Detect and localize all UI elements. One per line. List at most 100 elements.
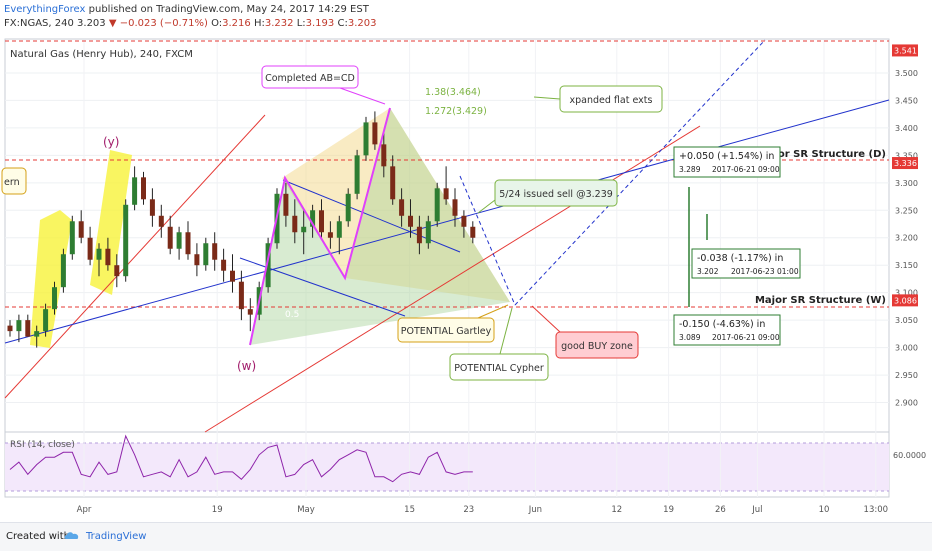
measure-1-date: 2017-06-21 09:00 (712, 165, 780, 174)
callout-completed-abcd-text: Completed AB=CD (265, 73, 355, 84)
candle-body (78, 221, 84, 238)
price-tag-text: 3.336 (894, 159, 917, 168)
high-value: 3.232 (264, 18, 294, 29)
wave-w-label: (w) (237, 359, 256, 373)
time-tick-label: Apr (77, 505, 92, 515)
candle-body (105, 248, 111, 266)
candle-body (34, 331, 40, 337)
callout-potential-cypher[interactable]: POTENTIAL Cypher (449, 307, 549, 381)
chart-title: Natural Gas (Henry Hub), 240, FXCM (10, 49, 193, 60)
candle-body (425, 221, 431, 244)
candle-body (87, 237, 93, 260)
candle-body (408, 215, 413, 227)
price-tick-label: 3.450 (895, 96, 918, 105)
callout-expanded-flat[interactable]: xpanded flat exts (533, 85, 663, 113)
measure-2-price: 3.202 (697, 267, 719, 276)
candle-body (443, 188, 449, 200)
price-tag-text: 3.086 (894, 296, 917, 305)
wave-highlight-1 (30, 210, 72, 348)
callout-potential-gartley-text: POTENTIAL Gartley (401, 326, 492, 337)
measure-3-date: 2017-06-21 09:00 (712, 333, 780, 342)
candle-body (399, 199, 405, 216)
price-labels: 3.541 3.336 3.086 (892, 44, 918, 307)
price-tick-label: 3.250 (895, 206, 918, 215)
candle-body (149, 199, 155, 216)
candle-body (141, 177, 146, 200)
measure-box-3[interactable]: -0.150 (-4.63%) in 3.089 2017-06-21 09:0… (673, 314, 781, 346)
price-change: ▼ −0.023 (−0.71%) (108, 18, 208, 29)
time-tick-label: 19 (663, 505, 674, 515)
time-tick-label: 12 (611, 505, 622, 515)
candle-body (16, 320, 22, 332)
candle-body (247, 309, 253, 315)
candle-body (185, 232, 191, 255)
abcd-pattern (249, 107, 391, 346)
price-tick-label: 3.350 (895, 151, 918, 160)
rsi-label: RSI (14, close) (10, 440, 75, 450)
tradingview-brand-link[interactable]: TradingView (86, 531, 147, 542)
callout-good-buy-zone[interactable]: good BUY zone (531, 305, 639, 359)
time-tick-label: May (297, 505, 315, 515)
candle-body (203, 243, 209, 266)
price-tag-text: 3.541 (894, 46, 917, 55)
candle-body (381, 144, 387, 167)
callout-completed-abcd[interactable]: Completed AB=CD (261, 65, 386, 105)
price-tick-label: 3.300 (895, 179, 918, 188)
measure-box-2[interactable]: -0.038 (-1.17%) in 3.202 2017-06-23 01:0… (691, 248, 801, 279)
time-tick-label: 19 (212, 505, 223, 515)
symbol-info: FX:NGAS, 240 3.203 ▼ −0.023 (−0.71%) O:3… (4, 17, 376, 30)
red-channel-lower (204, 125, 701, 433)
time-tick-label: 15 (404, 505, 415, 515)
callout-pattern-left[interactable]: ern (1, 167, 27, 195)
high-label: H: (253, 18, 265, 29)
candle-body (372, 122, 378, 145)
candle-body (310, 210, 316, 227)
time-tick-label: 26 (715, 505, 726, 515)
major-sr-d-label: Major SR Structure (D) (758, 149, 886, 160)
candle-body (345, 193, 351, 222)
measure-3-price: 3.089 (679, 333, 701, 342)
candle-body (194, 254, 200, 266)
time-tick-label: 23 (463, 505, 474, 515)
candle-body (354, 155, 360, 194)
callout-pattern-left-text: ern (4, 177, 20, 188)
candle-body (319, 210, 324, 233)
measure-box-1[interactable]: +0.050 (+1.54%) in 3.289 2017-06-21 09:0… (673, 146, 781, 178)
candle-body (132, 177, 138, 205)
author-link[interactable]: EverythingForex (4, 4, 86, 15)
price-axis[interactable]: 3.500 3.450 3.400 3.350 3.300 3.250 3.200 3.150… (895, 69, 918, 408)
price-chart[interactable]: Completed AB=CD 1.38(3.464) 1.272(3.429)… (0, 0, 932, 522)
time-tick-label: Jun (528, 505, 542, 515)
candle-body (96, 248, 102, 260)
callout-potential-gartley[interactable]: POTENTIAL Gartley (397, 304, 509, 343)
candle-body (7, 325, 13, 332)
price-tick-label: 2.900 (895, 399, 918, 408)
candle-body (336, 221, 342, 238)
blue-trend-line (4, 99, 890, 344)
candle-body (461, 215, 467, 227)
callout-potential-cypher-text: POTENTIAL Cypher (454, 363, 544, 374)
candle-body (52, 287, 57, 310)
cypher-projection (514, 39, 766, 306)
candle-body (221, 259, 227, 271)
gartley-projection (459, 175, 516, 306)
candle-body (60, 254, 66, 288)
callout-issued-sell[interactable]: 5/24 issued sell @3.239 (477, 179, 618, 214)
fib-1272-label: 1.272(3.429) (425, 106, 487, 117)
rsi-line (9, 434, 473, 483)
time-axis[interactable]: Apr 19 May 15 23 Jun 12 19 26 Jul 10 13:00 (77, 505, 888, 515)
price-tick-label: 3.050 (895, 316, 918, 325)
candle-body (434, 188, 440, 222)
callout-expanded-flat-text: xpanded flat exts (570, 95, 653, 106)
candle-body (25, 320, 31, 337)
price-tag (892, 294, 918, 307)
price-tick-label: 3.100 (895, 289, 918, 298)
measure-2-change: -0.038 (-1.17%) in (697, 253, 783, 264)
candle-body (212, 243, 218, 260)
tradingview-logo-icon (64, 532, 79, 539)
low-value: 3.193 (305, 18, 335, 29)
candle-body (452, 199, 458, 216)
footer-bar: Created with TradingView (0, 522, 932, 551)
price-tick-label: 3.500 (895, 69, 918, 78)
candle-body (327, 232, 333, 238)
